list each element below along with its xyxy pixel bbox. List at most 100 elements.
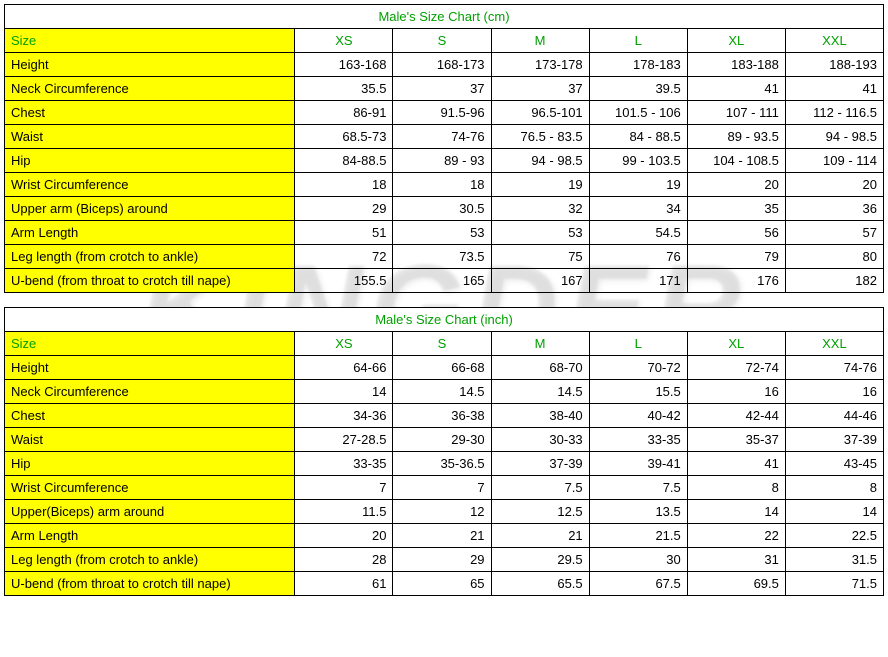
cell-value: 18	[393, 173, 491, 197]
cell-value: 37-39	[785, 428, 883, 452]
row-label: U-bend (from throat to crotch till nape)	[5, 572, 295, 596]
cell-value: 20	[295, 524, 393, 548]
cell-value: 20	[785, 173, 883, 197]
cell-value: 94 - 98.5	[785, 125, 883, 149]
cell-value: 29-30	[393, 428, 491, 452]
cell-value: 61	[295, 572, 393, 596]
cell-value: 74-76	[785, 356, 883, 380]
table-row: Chest86-9191.5-9696.5-101101.5 - 106107 …	[5, 101, 884, 125]
cell-value: 65.5	[491, 572, 589, 596]
cell-value: 96.5-101	[491, 101, 589, 125]
cell-value: 21	[393, 524, 491, 548]
cell-value: 91.5-96	[393, 101, 491, 125]
cell-value: 41	[785, 77, 883, 101]
cell-value: 11.5	[295, 500, 393, 524]
cell-value: 76	[589, 245, 687, 269]
row-label: Hip	[5, 149, 295, 173]
row-label: Chest	[5, 101, 295, 125]
cell-value: 40-42	[589, 404, 687, 428]
row-label: Neck Circumference	[5, 77, 295, 101]
cell-value: 19	[491, 173, 589, 197]
cell-value: 44-46	[785, 404, 883, 428]
cell-value: 29	[295, 197, 393, 221]
cell-value: 12.5	[491, 500, 589, 524]
cell-value: 56	[687, 221, 785, 245]
cell-value: 173-178	[491, 53, 589, 77]
cell-value: 76.5 - 83.5	[491, 125, 589, 149]
cell-value: 34	[589, 197, 687, 221]
cell-value: 51	[295, 221, 393, 245]
cell-value: 8	[785, 476, 883, 500]
cell-value: 39.5	[589, 77, 687, 101]
cell-value: 178-183	[589, 53, 687, 77]
cell-value: 165	[393, 269, 491, 293]
table-row: Hip84-88.589 - 9394 - 98.599 - 103.5104 …	[5, 149, 884, 173]
cell-value: 7.5	[589, 476, 687, 500]
size-header: XL	[687, 29, 785, 53]
cell-value: 65	[393, 572, 491, 596]
row-label: Upper(Biceps) arm around	[5, 500, 295, 524]
cell-value: 109 - 114	[785, 149, 883, 173]
cell-value: 84 - 88.5	[589, 125, 687, 149]
cell-value: 71.5	[785, 572, 883, 596]
row-label: Waist	[5, 125, 295, 149]
row-label: Hip	[5, 452, 295, 476]
row-label: Wrist Circumference	[5, 173, 295, 197]
table-row: U-bend (from throat to crotch till nape)…	[5, 269, 884, 293]
table-row: Upper(Biceps) arm around11.51212.513.514…	[5, 500, 884, 524]
cell-value: 22.5	[785, 524, 883, 548]
cell-value: 32	[491, 197, 589, 221]
size-chart-table: Male's Size Chart (inch)SizeXSSMLXLXXLHe…	[4, 307, 884, 596]
size-header: XS	[295, 29, 393, 53]
row-label: Height	[5, 53, 295, 77]
size-header: XS	[295, 332, 393, 356]
cell-value: 99 - 103.5	[589, 149, 687, 173]
table-title: Male's Size Chart (inch)	[5, 308, 884, 332]
cell-value: 107 - 111	[687, 101, 785, 125]
cell-value: 168-173	[393, 53, 491, 77]
cell-value: 64-66	[295, 356, 393, 380]
cell-value: 31.5	[785, 548, 883, 572]
row-label: Leg length (from crotch to ankle)	[5, 245, 295, 269]
cell-value: 36-38	[393, 404, 491, 428]
table-row: Arm Length20212121.52222.5	[5, 524, 884, 548]
cell-value: 19	[589, 173, 687, 197]
cell-value: 188-193	[785, 53, 883, 77]
table-row: Chest34-3636-3838-4040-4242-4444-46	[5, 404, 884, 428]
cell-value: 35-36.5	[393, 452, 491, 476]
table-row: Neck Circumference1414.514.515.51616	[5, 380, 884, 404]
size-header: M	[491, 29, 589, 53]
cell-value: 14	[785, 500, 883, 524]
cell-value: 30-33	[491, 428, 589, 452]
cell-value: 53	[491, 221, 589, 245]
table-row: Leg length (from crotch to ankle)282929.…	[5, 548, 884, 572]
cell-value: 18	[295, 173, 393, 197]
size-header: XXL	[785, 29, 883, 53]
cell-value: 16	[687, 380, 785, 404]
cell-value: 31	[687, 548, 785, 572]
cell-value: 35-37	[687, 428, 785, 452]
table-row: Wrist Circumference777.57.588	[5, 476, 884, 500]
row-label: Arm Length	[5, 221, 295, 245]
table-row: Upper arm (Biceps) around2930.532343536	[5, 197, 884, 221]
cell-value: 89 - 93	[393, 149, 491, 173]
cell-value: 80	[785, 245, 883, 269]
cell-value: 37	[491, 77, 589, 101]
row-label: U-bend (from throat to crotch till nape)	[5, 269, 295, 293]
cell-value: 70-72	[589, 356, 687, 380]
cell-value: 7	[295, 476, 393, 500]
row-label: Neck Circumference	[5, 380, 295, 404]
cell-value: 7	[393, 476, 491, 500]
table-row: Neck Circumference35.5373739.54141	[5, 77, 884, 101]
cell-value: 163-168	[295, 53, 393, 77]
cell-value: 69.5	[687, 572, 785, 596]
row-label: Arm Length	[5, 524, 295, 548]
cell-value: 20	[687, 173, 785, 197]
size-header-label: Size	[5, 29, 295, 53]
size-header: XL	[687, 332, 785, 356]
table-row: Arm Length51535354.55657	[5, 221, 884, 245]
size-header: L	[589, 29, 687, 53]
cell-value: 66-68	[393, 356, 491, 380]
tables-container: Male's Size Chart (cm)SizeXSSMLXLXXLHeig…	[4, 4, 884, 596]
cell-value: 74-76	[393, 125, 491, 149]
